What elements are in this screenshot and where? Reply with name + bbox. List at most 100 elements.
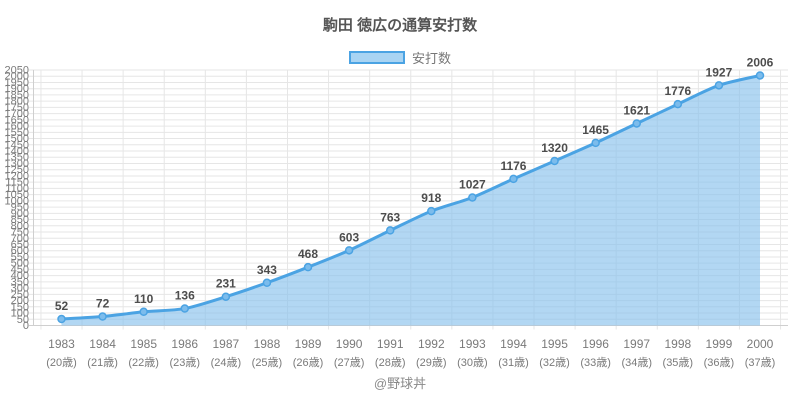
- y-tick-label: 1150: [5, 177, 29, 189]
- area-series-fill: [61, 75, 760, 326]
- y-tick-label: 1250: [5, 164, 29, 176]
- data-point[interactable]: [385, 226, 395, 235]
- y-tick-label: 1750: [5, 102, 29, 114]
- y-tick-label: 500: [11, 258, 29, 270]
- x-tick-age: (30歳): [457, 356, 488, 369]
- value-label: 231: [216, 277, 236, 291]
- x-tick-year: 1997: [623, 337, 650, 351]
- y-tick-label: 1500: [5, 133, 29, 145]
- value-labels: 52 72 110 136 231 343 468 603 763 918 1027 1176 1320…: [55, 55, 774, 313]
- y-tick-label: 550: [11, 251, 29, 263]
- y-tick-label: 800: [11, 220, 29, 232]
- y-tick-label: 2000: [5, 71, 29, 83]
- data-point[interactable]: [344, 246, 354, 255]
- x-tick-age: (35歳): [663, 356, 694, 369]
- data-point[interactable]: [98, 312, 107, 321]
- y-tick-label: 150: [11, 301, 29, 313]
- y-tick-label: 1350: [5, 152, 29, 164]
- value-label: 343: [257, 263, 277, 277]
- x-tick-year: 1996: [582, 337, 609, 351]
- x-axis-age-labels: (20歳) (21歳) (22歳) (23歳) (24歳) (25歳) (26歳) (27歳)…: [46, 356, 775, 369]
- y-tick-label: 1200: [5, 170, 29, 182]
- y-tick-label: 1850: [5, 89, 29, 101]
- x-tick-age: (29歳): [416, 356, 447, 369]
- x-tick-age: (24歳): [211, 356, 242, 369]
- data-point[interactable]: [714, 81, 724, 90]
- y-tick-label: 1650: [5, 114, 29, 126]
- legend-item[interactable]: 安打数: [0, 48, 800, 67]
- y-tick-label: 1100: [5, 183, 29, 195]
- value-label: 1027: [459, 178, 486, 192]
- data-point[interactable]: [139, 307, 148, 317]
- y-tick-label: 650: [11, 239, 29, 251]
- x-tick-age: (22歳): [128, 356, 159, 369]
- y-tick-label: 50: [17, 314, 29, 326]
- data-point[interactable]: [303, 262, 313, 272]
- x-tick-year: 1989: [295, 337, 322, 351]
- data-point[interactable]: [57, 314, 66, 324]
- data-point[interactable]: [427, 206, 436, 216]
- x-tick-age: (25歳): [252, 356, 283, 369]
- value-label: 918: [421, 191, 441, 205]
- x-tick-year: 1987: [213, 337, 240, 351]
- x-tick-year: 1984: [89, 337, 116, 351]
- y-tick-label: 1400: [5, 146, 29, 158]
- x-tick-age: (20歳): [46, 356, 77, 369]
- data-point[interactable]: [262, 278, 272, 288]
- y-tick-label: 350: [11, 276, 29, 288]
- value-label: 763: [380, 210, 400, 224]
- data-point[interactable]: [221, 292, 231, 301]
- y-tick-label: 950: [11, 202, 29, 214]
- value-label: 1776: [664, 84, 691, 98]
- x-tick-age: (23歳): [169, 356, 200, 369]
- x-tick-age: (27歳): [334, 356, 365, 369]
- x-tick-age: (28歳): [375, 356, 406, 369]
- x-tick-age: (21歳): [87, 356, 118, 369]
- y-tick-label: 750: [11, 227, 29, 239]
- data-point[interactable]: [180, 304, 190, 313]
- x-tick-year: 1988: [254, 337, 281, 351]
- x-tick-year: 1985: [130, 337, 157, 351]
- data-point[interactable]: [755, 71, 765, 80]
- y-tick-label: 700: [11, 233, 29, 245]
- x-tick-year: 1986: [171, 337, 198, 351]
- y-tick-label: 1300: [5, 158, 29, 170]
- x-tick-year: 1991: [377, 337, 404, 351]
- y-tick-label: 900: [11, 208, 29, 220]
- value-label: 1927: [706, 65, 733, 79]
- value-label: 468: [298, 247, 318, 261]
- data-point[interactable]: [550, 156, 559, 166]
- x-tick-age: (37歳): [745, 356, 776, 369]
- y-tick-label: 250: [11, 289, 29, 301]
- legend-label: 安打数: [411, 51, 451, 66]
- x-tick-age: (36歳): [704, 356, 735, 369]
- y-tick-label: 1600: [5, 121, 29, 133]
- y-tick-label: 1900: [5, 83, 29, 95]
- x-tick-year: 1990: [336, 337, 363, 351]
- y-tick-label: 0: [23, 320, 29, 332]
- y-tick-label: 450: [11, 264, 29, 276]
- value-label: 603: [339, 230, 359, 244]
- y-tick-label: 1550: [5, 127, 29, 139]
- y-tick-label: 1450: [5, 139, 29, 151]
- y-tick-label: 1700: [5, 108, 29, 120]
- y-tick-label: 100: [11, 308, 29, 320]
- value-label: 1465: [582, 123, 609, 137]
- data-point[interactable]: [673, 99, 683, 109]
- x-tick-year: 1999: [706, 337, 733, 351]
- y-tick-label: 850: [11, 214, 29, 226]
- x-tick-year: 1998: [664, 337, 691, 351]
- data-point[interactable]: [468, 193, 477, 202]
- chart-title: 駒田 徳広の通算安打数: [322, 17, 478, 34]
- value-label: 72: [96, 297, 110, 311]
- x-tick-year: 1992: [418, 337, 445, 351]
- data-point[interactable]: [591, 138, 600, 148]
- data-point[interactable]: [632, 119, 641, 128]
- x-tick-year: 2000: [747, 337, 774, 351]
- x-tick-year: 1995: [541, 337, 568, 351]
- legend-swatch: [348, 51, 405, 64]
- data-point[interactable]: [509, 174, 518, 184]
- x-tick-age: (31歳): [498, 356, 529, 369]
